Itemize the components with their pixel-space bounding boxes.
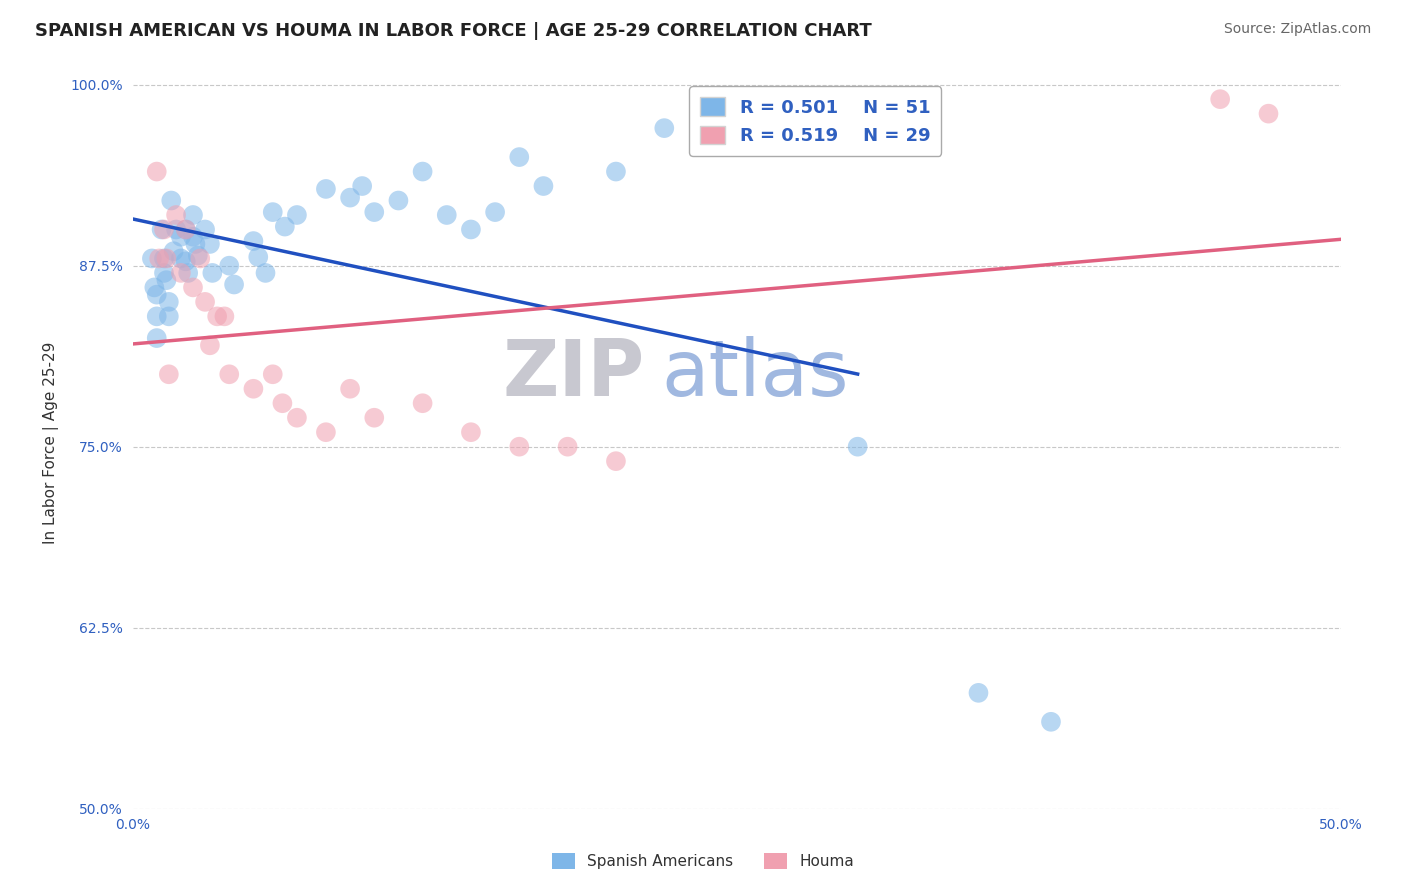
Point	[339, 191, 361, 205]
Point	[143, 280, 166, 294]
Point	[387, 194, 409, 208]
Point	[160, 194, 183, 208]
Point	[262, 368, 284, 382]
Point	[214, 310, 236, 324]
Point	[170, 229, 193, 244]
Point	[460, 425, 482, 440]
Point	[177, 266, 200, 280]
Point	[145, 310, 167, 324]
Point	[163, 244, 186, 259]
Point	[205, 310, 228, 324]
Point	[198, 236, 221, 251]
Point	[605, 454, 627, 468]
Point	[174, 222, 197, 236]
Point	[271, 396, 294, 410]
Point	[436, 208, 458, 222]
Point	[460, 222, 482, 236]
Point	[148, 252, 170, 266]
Legend: R = 0.501    N = 51, R = 0.519    N = 29: R = 0.501 N = 51, R = 0.519 N = 29	[689, 87, 942, 156]
Point	[846, 440, 869, 454]
Point	[412, 396, 434, 410]
Point	[188, 252, 211, 266]
Point	[201, 266, 224, 280]
Point	[170, 252, 193, 266]
Point	[363, 410, 385, 425]
Point	[194, 222, 217, 236]
Point	[181, 229, 204, 244]
Point	[218, 368, 240, 382]
Point	[508, 150, 530, 164]
Point	[725, 121, 748, 136]
Point	[1257, 106, 1279, 120]
Point	[141, 252, 163, 266]
Point	[315, 182, 337, 196]
Point	[155, 252, 177, 266]
Point	[198, 338, 221, 352]
Point	[155, 273, 177, 287]
Point	[145, 331, 167, 345]
Point	[1039, 714, 1062, 729]
Point	[184, 236, 207, 251]
Text: Source: ZipAtlas.com: Source: ZipAtlas.com	[1223, 22, 1371, 37]
Point	[484, 205, 506, 219]
Text: SPANISH AMERICAN VS HOUMA IN LABOR FORCE | AGE 25-29 CORRELATION CHART: SPANISH AMERICAN VS HOUMA IN LABOR FORCE…	[35, 22, 872, 40]
Point	[242, 234, 264, 248]
Point	[157, 368, 180, 382]
Legend: Spanish Americans, Houma: Spanish Americans, Houma	[546, 847, 860, 875]
Point	[339, 382, 361, 396]
Point	[150, 222, 173, 236]
Point	[315, 425, 337, 440]
Point	[145, 164, 167, 178]
Text: atlas: atlas	[661, 335, 849, 411]
Point	[247, 250, 270, 264]
Point	[174, 222, 197, 236]
Point	[508, 440, 530, 454]
Text: ZIP: ZIP	[502, 335, 645, 411]
Point	[187, 248, 209, 262]
Point	[181, 208, 204, 222]
Point	[412, 164, 434, 178]
Point	[157, 294, 180, 309]
Point	[218, 259, 240, 273]
Point	[194, 294, 217, 309]
Point	[285, 410, 308, 425]
Point	[153, 222, 176, 236]
Point	[363, 205, 385, 219]
Point	[145, 287, 167, 301]
Point	[165, 222, 187, 236]
Point	[262, 205, 284, 219]
Point	[652, 121, 675, 136]
Point	[170, 266, 193, 280]
Point	[181, 280, 204, 294]
Point	[967, 686, 990, 700]
Point	[557, 440, 579, 454]
Point	[174, 254, 197, 268]
Point	[254, 266, 277, 280]
Point	[274, 219, 297, 234]
Point	[1209, 92, 1232, 106]
Point	[157, 310, 180, 324]
Point	[352, 179, 374, 194]
Y-axis label: In Labor Force | Age 25-29: In Labor Force | Age 25-29	[44, 342, 59, 544]
Point	[533, 179, 555, 194]
Point	[165, 208, 187, 222]
Point	[222, 277, 245, 292]
Point	[285, 208, 308, 222]
Point	[605, 164, 627, 178]
Point	[242, 382, 264, 396]
Point	[153, 252, 176, 266]
Point	[153, 266, 176, 280]
